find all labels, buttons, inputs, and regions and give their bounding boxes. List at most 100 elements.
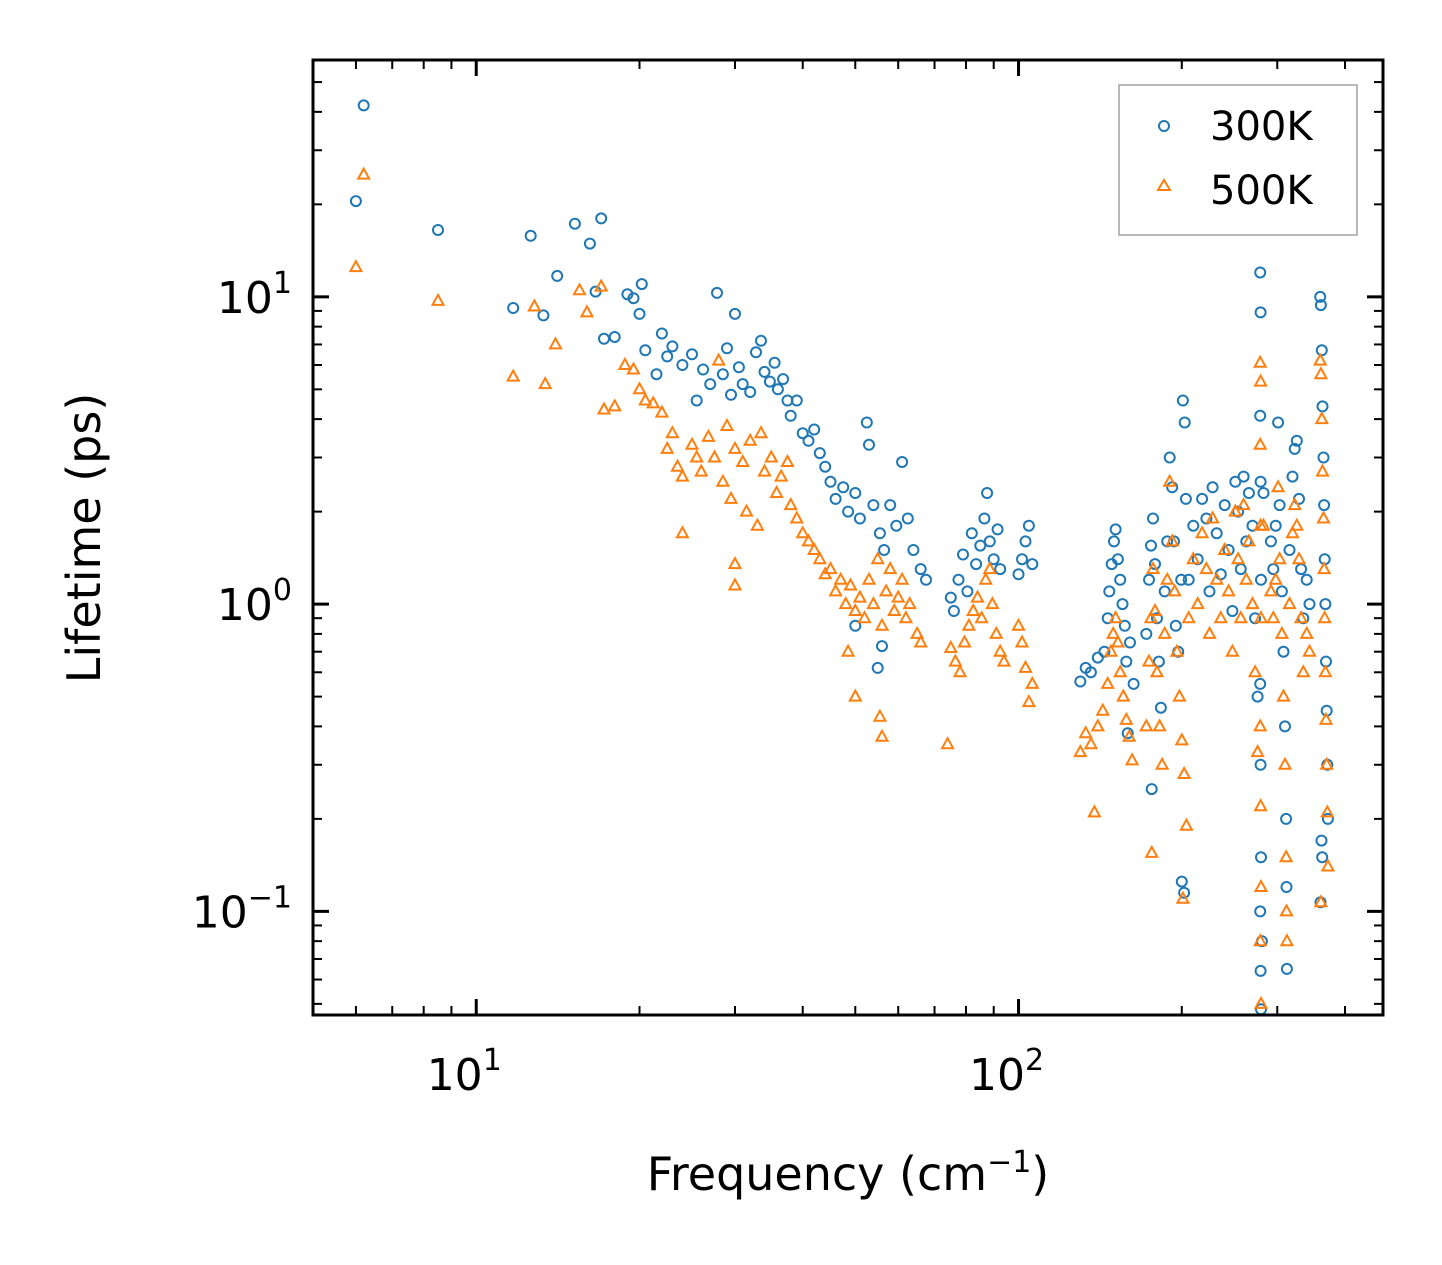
data-point-300k bbox=[1254, 758, 1267, 771]
data-point-300k bbox=[568, 217, 581, 230]
data-point-500k bbox=[1285, 525, 1300, 539]
data-point-500k bbox=[670, 458, 685, 472]
data-point-300k bbox=[1109, 523, 1122, 536]
data-point-300k bbox=[1316, 851, 1329, 864]
data-point-500k bbox=[626, 361, 641, 375]
data-point-500k bbox=[665, 425, 680, 439]
data-point-500k bbox=[780, 453, 795, 467]
data-point-300k bbox=[890, 519, 903, 532]
data-point-500k bbox=[1176, 765, 1192, 779]
data-point-300k bbox=[1321, 812, 1334, 825]
data-point-300k bbox=[784, 409, 797, 422]
data-point-500k bbox=[985, 596, 1000, 610]
data-point-300k bbox=[1103, 585, 1116, 598]
data-point-500k bbox=[1124, 752, 1140, 766]
data-point-300k bbox=[1179, 492, 1192, 505]
data-point-300k bbox=[849, 619, 862, 632]
data-point-300k bbox=[1203, 585, 1216, 598]
data-point-500k bbox=[1245, 596, 1260, 610]
data-point-500k bbox=[689, 449, 704, 463]
data-point-500k bbox=[1253, 798, 1268, 812]
data-point-500k bbox=[1143, 610, 1159, 624]
data-point-500k bbox=[1239, 571, 1254, 585]
data-point-300k bbox=[901, 512, 914, 525]
x-tick-label: 101 bbox=[427, 1043, 502, 1101]
data-point-300k bbox=[1280, 881, 1293, 893]
data-point-500k bbox=[898, 610, 914, 624]
data-point-500k bbox=[1279, 903, 1294, 917]
data-point-500k bbox=[707, 449, 722, 463]
data-point-500k bbox=[1277, 756, 1293, 770]
data-point-500k bbox=[527, 298, 542, 312]
data-point-500k bbox=[1090, 718, 1105, 732]
data-point-500k bbox=[684, 436, 700, 450]
data-point-500k bbox=[1253, 933, 1268, 947]
data-point-500k bbox=[1230, 551, 1246, 565]
data-point-500k bbox=[594, 278, 609, 292]
data-point-500k bbox=[828, 583, 843, 597]
data-point-500k bbox=[1100, 675, 1115, 689]
data-point-500k bbox=[1247, 664, 1263, 678]
data-point-300k bbox=[1226, 605, 1239, 617]
data-point-500k bbox=[660, 440, 675, 454]
data-point-300k bbox=[947, 605, 960, 617]
data-point-500k bbox=[1282, 596, 1297, 610]
data-point-300k bbox=[758, 365, 771, 378]
data-point-300k bbox=[1300, 573, 1313, 586]
series-300k bbox=[349, 99, 1334, 1016]
data-point-500k bbox=[1287, 497, 1302, 511]
data-point-300k bbox=[873, 527, 886, 540]
data-point-300k bbox=[1074, 675, 1087, 688]
data-point-500k bbox=[572, 282, 587, 296]
data-point-500k bbox=[654, 404, 670, 418]
data-point-500k bbox=[1162, 473, 1177, 487]
data-point-300k bbox=[1178, 416, 1191, 429]
data-point-500k bbox=[727, 556, 743, 570]
data-point-300k bbox=[697, 363, 710, 376]
data-point-300k bbox=[1127, 677, 1140, 690]
data-point-300k bbox=[744, 386, 757, 398]
data-point-300k bbox=[837, 481, 850, 494]
data-point-300k bbox=[595, 212, 608, 225]
data-point-300k bbox=[860, 416, 873, 429]
data-point-300k bbox=[1210, 527, 1223, 540]
data-point-500k bbox=[894, 571, 910, 585]
data-point-300k bbox=[1124, 636, 1136, 649]
data-point-500k bbox=[1314, 411, 1329, 425]
data-point-300k bbox=[583, 237, 596, 250]
data-point-500k bbox=[1157, 625, 1172, 639]
data-point-300k bbox=[1314, 299, 1327, 312]
data-point-300k bbox=[867, 499, 880, 512]
data-point-500k bbox=[1253, 373, 1268, 387]
data-point-300k bbox=[1242, 487, 1255, 499]
data-point-500k bbox=[970, 589, 985, 603]
y-axis-label: Lifetime (ps) bbox=[57, 393, 111, 684]
data-point-300k bbox=[978, 512, 991, 525]
data-point-300k bbox=[1016, 553, 1028, 566]
data-point-500k bbox=[943, 639, 958, 653]
data-point-300k bbox=[1182, 573, 1195, 586]
data-point-300k bbox=[635, 278, 648, 291]
data-point-300k bbox=[1254, 409, 1267, 422]
data-point-500k bbox=[1078, 725, 1093, 739]
data-point-500k bbox=[1122, 728, 1137, 742]
data-point-500k bbox=[1296, 664, 1311, 678]
data-point-300k bbox=[853, 512, 866, 525]
data-point-300k bbox=[1163, 451, 1176, 464]
data-point-500k bbox=[1263, 583, 1279, 597]
data-point-500k bbox=[801, 533, 816, 547]
y-tick-label: 100 bbox=[217, 573, 292, 631]
data-point-500k bbox=[1083, 736, 1099, 750]
data-point-500k bbox=[1145, 561, 1161, 575]
data-point-500k bbox=[1256, 517, 1271, 531]
data-point-300k bbox=[1264, 535, 1277, 548]
data-point-300k bbox=[808, 423, 821, 436]
data-point-300k bbox=[725, 388, 737, 401]
legend-marker-500k bbox=[1156, 178, 1172, 191]
data-point-500k bbox=[1154, 756, 1170, 770]
data-point-500k bbox=[1174, 732, 1189, 746]
data-point-500k bbox=[727, 577, 743, 591]
data-point-500k bbox=[632, 381, 647, 395]
data-point-500k bbox=[1253, 436, 1268, 450]
data-point-300k bbox=[974, 539, 987, 552]
